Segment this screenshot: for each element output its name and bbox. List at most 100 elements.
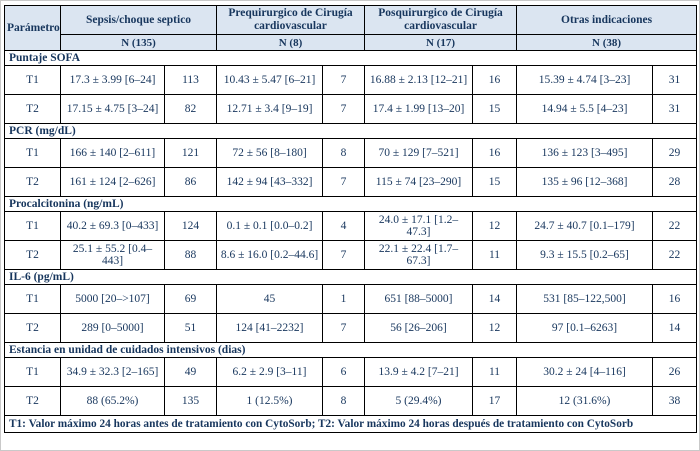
value-cell: 9.3 ± 15.5 [0.2–65] bbox=[516, 240, 654, 271]
section-title: IL-6 (pg/mL) bbox=[3, 269, 698, 286]
row-label: T1 bbox=[4, 284, 61, 315]
value-cell: 45 bbox=[216, 284, 323, 315]
section-header-row: Puntaje SOFA bbox=[3, 50, 698, 67]
count-cell: 7 bbox=[322, 94, 365, 125]
value-cell: 6.2 ± 2.9 [3–11] bbox=[216, 357, 323, 388]
count-cell: 22 bbox=[652, 211, 698, 242]
count-cell: 15 bbox=[471, 94, 518, 125]
count-cell: 38 bbox=[652, 386, 698, 417]
count-cell: 17 bbox=[471, 386, 518, 417]
value-cell: 40.2 ± 69.3 [0–433] bbox=[60, 211, 165, 242]
section-header-row: PCR (mg/dL) bbox=[3, 123, 698, 140]
count-cell: 11 bbox=[471, 240, 518, 271]
count-cell: 8 bbox=[322, 386, 365, 417]
data-row: T1 166 ± 140 [2–611] 121 72 ± 56 [8–180] 8 70… bbox=[4, 138, 698, 169]
section-title: Procalcitonina (ng/mL) bbox=[3, 196, 698, 213]
n-header-posquirurgico: N (17) bbox=[363, 34, 518, 52]
value-cell: 115 ± 74 [23–290] bbox=[364, 167, 473, 198]
count-cell: 86 bbox=[164, 167, 217, 198]
count-cell: 14 bbox=[471, 284, 518, 315]
row-label: T1 bbox=[4, 357, 61, 388]
table-footer: T1: Valor máximo 24 horas antes de trata… bbox=[3, 415, 698, 434]
table-body: Puntaje SOFA T1 17.3 ± 3.99 [6–24] 113 10.43… bbox=[3, 50, 698, 417]
data-row: T2 161 ± 124 [2–626] 86 142 ± 94 [43–332] 7 1… bbox=[4, 167, 698, 198]
value-cell: 17.15 ± 4.75 [3–24] bbox=[60, 94, 165, 125]
count-cell: 7 bbox=[322, 313, 365, 344]
row-label: T2 bbox=[4, 94, 61, 125]
group-header-sepsis: Sepsis/choque septico bbox=[60, 4, 217, 36]
section-title: Estancia en unidad de cuidados intensivo… bbox=[3, 342, 698, 359]
value-cell: 5 (29.4%) bbox=[364, 386, 473, 417]
value-cell: 136 ± 123 [3–495] bbox=[516, 138, 654, 169]
count-cell: 12 bbox=[471, 211, 518, 242]
data-row: T1 40.2 ± 69.3 [0–433] 124 0.1 ± 0.1 [0.0–0… bbox=[4, 211, 698, 242]
n-header-prequirurgico: N (8) bbox=[216, 34, 365, 52]
value-cell: 34.9 ± 32.3 [2–165] bbox=[60, 357, 165, 388]
count-cell: 7 bbox=[322, 240, 365, 271]
row-label: T2 bbox=[4, 313, 61, 344]
value-cell: 17.4 ± 1.99 [13–20] bbox=[364, 94, 473, 125]
count-cell: 7 bbox=[322, 65, 365, 96]
value-cell: 70 ± 129 [7–521] bbox=[364, 138, 473, 169]
value-cell: 13.9 ± 4.2 [7–21] bbox=[364, 357, 473, 388]
count-cell: 26 bbox=[652, 357, 698, 388]
value-cell: 8.6 ± 16.0 [0.2–44.6] bbox=[216, 240, 323, 271]
results-table: Parámetro Sepsis/choque septico Prequiru… bbox=[3, 4, 698, 434]
data-row: T2 25.1 ± 55.2 [0.4–443] 88 8.6 ± 16.0 [0.2… bbox=[4, 240, 698, 271]
param-column-header: Parámetro bbox=[4, 4, 61, 52]
count-cell: 135 bbox=[164, 386, 217, 417]
data-row: T1 17.3 ± 3.99 [6–24] 113 10.43 ± 5.47 [6–2… bbox=[4, 65, 698, 96]
value-cell: 12 (31.6%) bbox=[516, 386, 654, 417]
value-cell: 14.94 ± 5.5 [4–23] bbox=[516, 94, 654, 125]
count-cell: 121 bbox=[164, 138, 217, 169]
count-cell: 113 bbox=[164, 65, 217, 96]
n-header-sepsis: N (135) bbox=[60, 34, 217, 52]
value-cell: 17.3 ± 3.99 [6–24] bbox=[60, 65, 165, 96]
value-cell: 25.1 ± 55.2 [0.4–443] bbox=[60, 240, 165, 271]
row-label: T2 bbox=[4, 386, 61, 417]
count-cell: 88 bbox=[164, 240, 217, 271]
count-cell: 31 bbox=[652, 94, 698, 125]
count-cell: 124 bbox=[164, 211, 217, 242]
value-cell: 166 ± 140 [2–611] bbox=[60, 138, 165, 169]
value-cell: 12.71 ± 3.4 [9–19] bbox=[216, 94, 323, 125]
value-cell: 72 ± 56 [8–180] bbox=[216, 138, 323, 169]
value-cell: 135 ± 96 [12–368] bbox=[516, 167, 654, 198]
row-label: T2 bbox=[4, 240, 61, 271]
value-cell: 24.7 ± 40.7 [0.1–179] bbox=[516, 211, 654, 242]
group-header-prequirurgico: Prequirurgico de Cirugía cardiovascular bbox=[216, 4, 365, 36]
count-cell: 4 bbox=[322, 211, 365, 242]
section-header-row: IL-6 (pg/mL) bbox=[3, 269, 698, 286]
value-cell: 289 [0–5000] bbox=[60, 313, 165, 344]
count-cell: 16 bbox=[471, 65, 518, 96]
value-cell: 30.2 ± 24 [4–116] bbox=[516, 357, 654, 388]
count-cell: 14 bbox=[652, 313, 698, 344]
count-cell: 16 bbox=[471, 138, 518, 169]
value-cell: 10.43 ± 5.47 [6–21] bbox=[216, 65, 323, 96]
value-cell: 1 (12.5%) bbox=[216, 386, 323, 417]
data-row: T1 34.9 ± 32.3 [2–165] 49 6.2 ± 2.9 [3–11] 6… bbox=[4, 357, 698, 388]
data-row: T2 88 (65.2%) 135 1 (12.5%) 8 5 (29.4%) 17 12 (… bbox=[4, 386, 698, 417]
count-cell: 69 bbox=[164, 284, 217, 315]
value-cell: 161 ± 124 [2–626] bbox=[60, 167, 165, 198]
count-cell: 82 bbox=[164, 94, 217, 125]
count-cell: 16 bbox=[652, 284, 698, 315]
count-cell: 12 bbox=[471, 313, 518, 344]
count-cell: 8 bbox=[322, 138, 365, 169]
data-row: T1 5000 [20–>107] 69 45 1 651 [88–5000] 14 531 … bbox=[4, 284, 698, 315]
value-cell: 22.1 ± 22.4 [1.7–67.3] bbox=[364, 240, 473, 271]
value-cell: 24.0 ± 17.1 [1.2–47.3] bbox=[364, 211, 473, 242]
value-cell: 97 [0.1–6263] bbox=[516, 313, 654, 344]
data-row: T2 17.15 ± 4.75 [3–24] 82 12.71 ± 3.4 [9–19… bbox=[4, 94, 698, 125]
section-title: PCR (mg/dL) bbox=[3, 123, 698, 140]
count-cell: 31 bbox=[652, 65, 698, 96]
table-header: Parámetro Sepsis/choque septico Prequiru… bbox=[4, 4, 698, 52]
value-cell: 56 [26–206] bbox=[364, 313, 473, 344]
count-cell: 51 bbox=[164, 313, 217, 344]
count-cell: 1 bbox=[322, 284, 365, 315]
group-header-posquirurgico: Posquirurgico de Cirugía cardiovascular bbox=[363, 4, 518, 36]
count-cell: 7 bbox=[322, 167, 365, 198]
count-cell: 6 bbox=[322, 357, 365, 388]
value-cell: 5000 [20–>107] bbox=[60, 284, 165, 315]
value-cell: 142 ± 94 [43–332] bbox=[216, 167, 323, 198]
